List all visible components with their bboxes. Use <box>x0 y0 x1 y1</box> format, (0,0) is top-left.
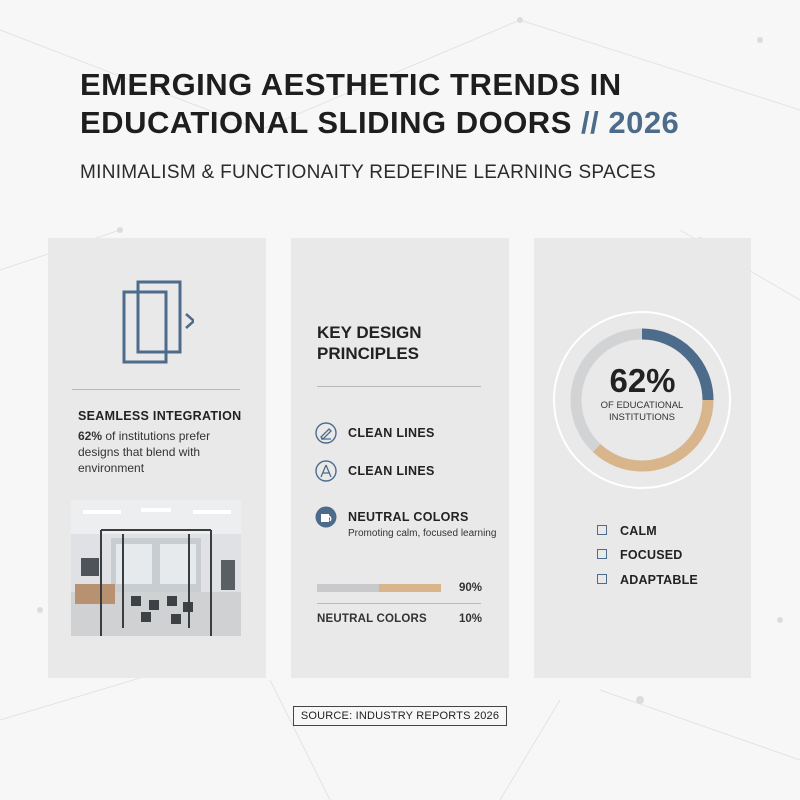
bar-value-top: 90% <box>459 582 483 594</box>
title-main: EMERGING AESTHETIC TRENDS IN EDUCATIONAL… <box>80 67 622 140</box>
page-subtitle: MINIMALISM & FUNCTIONAITY REDEFINE LEARN… <box>80 162 656 183</box>
checkbox-icon[interactable] <box>597 549 607 559</box>
paint-bucket-icon <box>315 506 337 528</box>
seamless-integration-stat: 62% <box>78 429 103 443</box>
checklist-label: CALM <box>620 524 657 538</box>
bar-divider <box>317 603 481 604</box>
sliding-door-icon <box>122 280 194 364</box>
card1-divider <box>72 389 240 390</box>
seamless-integration-desc: of institutions prefer designs that blen… <box>78 429 211 475</box>
card2-divider <box>317 386 481 387</box>
ring-segment-tan <box>570 328 714 472</box>
pencil-ruler-icon <box>315 422 337 444</box>
compass-draft-icon <box>315 460 337 482</box>
title-accent: // 2026 <box>581 105 680 140</box>
bar-value-bottom: 10% <box>459 613 483 625</box>
ring-value: 62% <box>609 362 676 399</box>
principle-label: CLEAN LINES <box>348 426 435 440</box>
institutions-stat-card: 62% OF EDUCATIONAL INSTITUTIONS CALM FOC… <box>534 238 751 678</box>
key-design-principles-card: KEY DESIGN PRINCIPLES CLEAN LINES CLEAN … <box>291 238 509 678</box>
neutral-colors-bar-fill <box>379 584 441 592</box>
seamless-integration-card: SEAMLESS INTEGRATION 62% of institutions… <box>48 238 266 678</box>
bar-label: NEUTRAL COLORS <box>317 613 427 625</box>
principle-label: CLEAN LINES <box>348 464 435 478</box>
checkbox-icon[interactable] <box>597 574 607 584</box>
page-title: EMERGING AESTHETIC TRENDS IN EDUCATIONAL… <box>80 66 760 142</box>
source-citation: SOURCE: INDUSTRY REPORTS 2026 <box>293 706 507 726</box>
neutral-colors-bar <box>317 584 441 592</box>
ring-caption: OF EDUCATIONAL INSTITUTIONS <box>600 400 684 423</box>
principle-label: NEUTRAL COLORS <box>348 510 469 524</box>
principle-sub: Promoting calm, focused learning <box>348 528 497 539</box>
stat-ring-chart <box>553 311 731 489</box>
classroom-glass-doors-photo <box>71 500 241 636</box>
checklist-label: ADAPTABLE <box>620 573 698 587</box>
checklist-label: FOCUSED <box>620 548 683 562</box>
checkbox-icon[interactable] <box>597 525 607 535</box>
seamless-integration-heading: SEAMLESS INTEGRATION <box>78 409 242 423</box>
key-design-principles-title: KEY DESIGN PRINCIPLES <box>317 323 422 363</box>
seamless-integration-text: 62% of institutions prefer designs that … <box>78 428 253 476</box>
